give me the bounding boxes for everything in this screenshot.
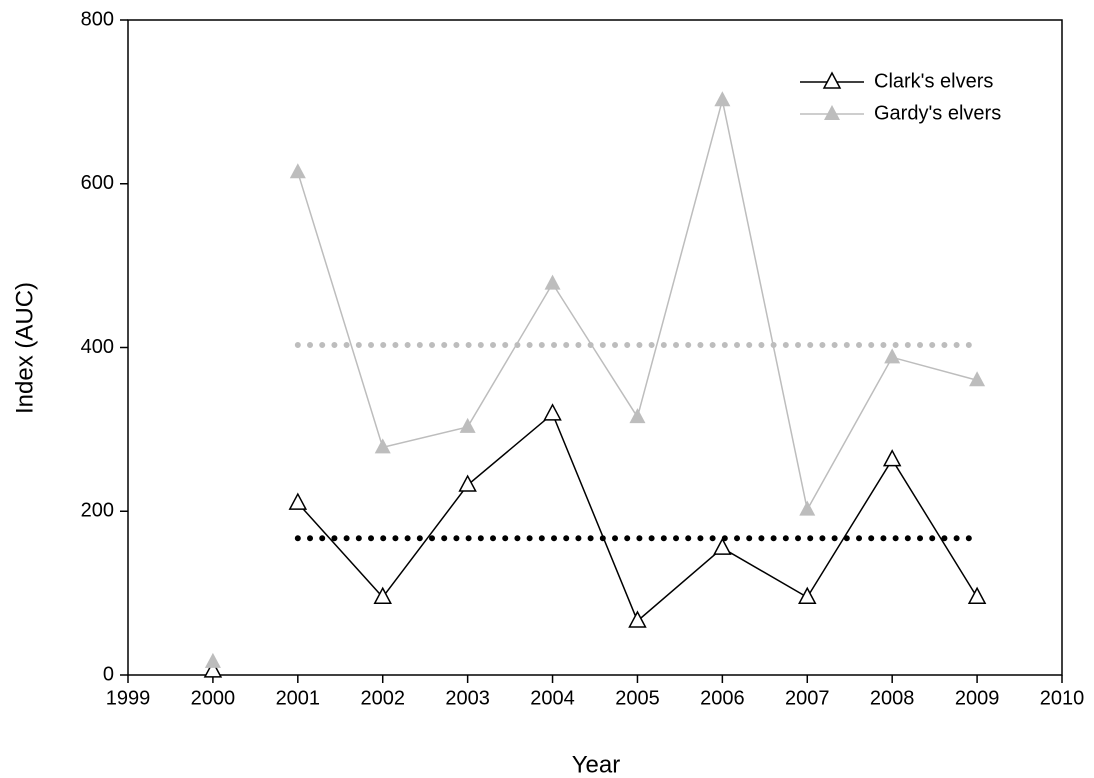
marker (884, 348, 901, 364)
legend-label: Clark's elvers (874, 70, 993, 92)
marker (882, 449, 902, 467)
series-line (297, 100, 978, 512)
legend-marker (824, 105, 840, 120)
y-tick-label: 600 (81, 172, 114, 194)
marker (799, 500, 816, 516)
series-line (297, 412, 978, 623)
marker (798, 586, 817, 604)
marker (374, 438, 391, 454)
x-tick-label: 2001 (276, 687, 321, 709)
marker (289, 163, 306, 179)
y-axis-label: Index (AUC) (11, 282, 38, 414)
marker (969, 371, 986, 387)
x-tick-label: 2002 (360, 687, 405, 709)
x-tick-label: 1999 (106, 687, 151, 709)
marker (713, 537, 732, 555)
x-tick-label: 2003 (445, 687, 490, 709)
marker (628, 610, 647, 628)
y-tick-label: 200 (81, 500, 114, 522)
marker (967, 586, 987, 604)
x-tick-label: 2006 (700, 687, 745, 709)
marker (459, 417, 476, 433)
x-axis-label: Year (572, 751, 621, 778)
marker (543, 403, 562, 421)
x-tick-label: 2005 (615, 687, 660, 709)
marker (714, 91, 731, 107)
x-tick-label: 2010 (1040, 687, 1085, 709)
marker (204, 652, 221, 668)
x-tick-label: 2008 (870, 687, 915, 709)
y-tick-label: 0 (103, 663, 114, 685)
marker (203, 660, 223, 678)
marker (288, 492, 308, 510)
y-tick-label: 400 (81, 336, 114, 358)
marker (544, 274, 561, 290)
x-tick-label: 2007 (785, 687, 830, 709)
marker (373, 586, 392, 604)
marker (629, 408, 646, 424)
x-tick-label: 2009 (955, 687, 1000, 709)
legend-label: Gardy's elvers (874, 102, 1001, 124)
y-tick-label: 800 (81, 8, 114, 30)
legend-marker (822, 71, 842, 89)
x-tick-label: 2000 (191, 687, 236, 709)
marker (458, 474, 477, 492)
x-tick-label: 2004 (530, 687, 575, 709)
